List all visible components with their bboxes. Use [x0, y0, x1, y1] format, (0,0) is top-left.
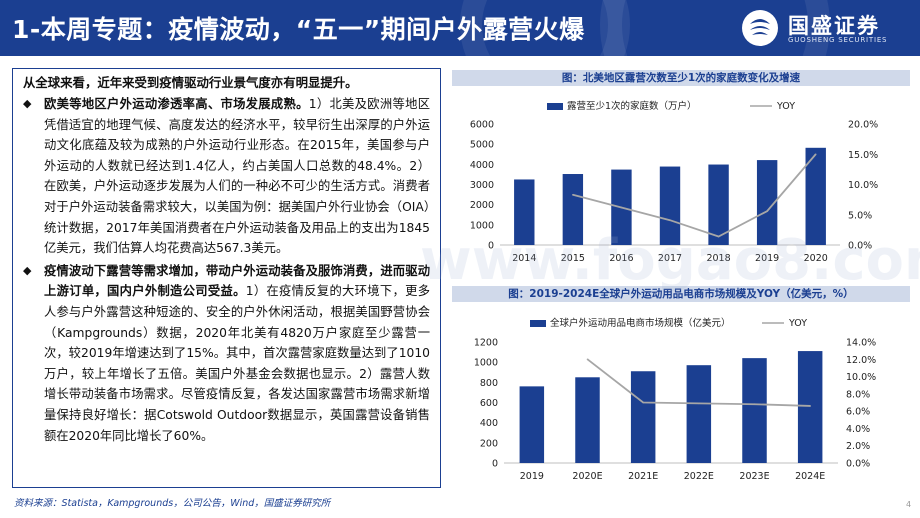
source-note: 资料来源：Statista，Kampgrounds，公司公告，Wind，国盛证券…	[14, 498, 331, 509]
y-left-tick-label: 1000	[470, 220, 494, 231]
y-right-tick-label: 12.0%	[846, 355, 876, 366]
x-tick-label: 2018	[706, 253, 730, 264]
x-tick-label: 2017	[658, 253, 682, 264]
x-tick-label: 2023E	[739, 471, 769, 482]
bar	[630, 371, 656, 463]
camping-households-chart: 露营至少1次的家庭数（万户） YOY 0 1000 2000 3000 4000 5000 60…	[470, 100, 878, 264]
bar	[797, 351, 823, 463]
line-point	[698, 402, 700, 405]
watermark: www.fogao8.com	[420, 228, 920, 293]
bar	[742, 358, 767, 463]
line-point	[586, 358, 589, 361]
ecommerce-market-chart: 全球户外运动用品电商市场规模（亿美元） YOY 0 200 400 600 800 1000 1…	[474, 317, 876, 482]
x-tick-label: 2022E	[684, 471, 714, 482]
x-tick-label: 2024E	[795, 471, 825, 482]
brand-subtitle: GUOSHENG SECURITIES	[788, 36, 888, 44]
bar	[708, 164, 729, 245]
legend-swatch-bar	[530, 320, 546, 327]
y-right-tick-label: 15.0%	[848, 150, 878, 161]
brand-logo: 国盛证券 GUOSHENG SECURITIES	[742, 8, 912, 48]
y-right-tick-label: 5.0%	[848, 210, 872, 221]
bar	[519, 386, 545, 463]
y-right-tick-label: 8.0%	[846, 389, 870, 400]
x-tick-label: 2019	[520, 471, 544, 482]
y-left-tick-label: 0	[488, 241, 494, 252]
bar	[575, 377, 600, 463]
x-tick-label: 2019	[755, 253, 779, 264]
y-right-tick-label: 10.0%	[846, 372, 876, 383]
x-tick-label: 2020	[804, 253, 828, 264]
summary-text-box: 从全球来看，近年来受到疫情驱动行业景气度亦有明显提升。 ◆ 欧美等地区户外运动渗…	[12, 68, 441, 488]
diamond-bullet-icon: ◆	[23, 263, 32, 277]
bullet-item: ◆ 疫情波动下露营等需求增加，带动户外运动装备及服饰消费，进而驱动上游订单，国内…	[23, 261, 430, 446]
legend-label-line: YOY	[788, 318, 807, 329]
y-left-tick-label: 1200	[474, 338, 498, 349]
bullet-item: ◆ 欧美等地区户外运动渗透率高、市场发展成熟。1）北美及欧洲等地区凭借适宜的地理…	[23, 94, 430, 259]
y-left-tick-label: 400	[480, 418, 498, 429]
y-left-tick-label: 5000	[470, 140, 494, 151]
y-right-tick-label: 14.0%	[846, 338, 876, 349]
y-left-tick-label: 600	[480, 398, 498, 409]
bar	[686, 365, 712, 463]
bullet-body: 1）北美及欧洲等地区凭借适宜的地理气候、高度发达的经济水平，较早衍生出深厚的户外…	[44, 97, 430, 256]
y-right-tick-label: 2.0%	[846, 441, 870, 452]
y-left-tick-label: 0	[492, 459, 498, 470]
lead-sentence: 从全球来看，近年来受到疫情驱动行业景气度亦有明显提升。	[23, 75, 358, 90]
y-left-tick-label: 3000	[470, 180, 494, 191]
y-left-tick-label: 6000	[470, 120, 494, 131]
line-point	[753, 403, 756, 406]
y-right-tick-label: 6.0%	[846, 407, 870, 418]
y-right-tick-label: 4.0%	[846, 424, 870, 435]
brand-name: 国盛证券	[788, 14, 880, 38]
bar	[756, 160, 778, 245]
x-tick-label: 2020E	[572, 471, 602, 482]
x-tick-label: 2021E	[628, 471, 658, 482]
y-left-tick-label: 2000	[470, 200, 494, 211]
x-tick-label: 2015	[561, 253, 585, 264]
bar	[659, 166, 681, 245]
legend-swatch-bar	[547, 103, 563, 110]
bullet-heading: 欧美等地区户外运动渗透率高、市场发展成熟。	[44, 97, 309, 111]
line-point	[814, 153, 817, 156]
y-left-tick-label: 200	[480, 438, 498, 449]
y-right-tick-label: 20.0%	[848, 120, 878, 131]
bullet-text: 疫情波动下露营等需求增加，带动户外运动装备及服饰消费，进而驱动上游订单，国内户外…	[44, 261, 430, 446]
decor-ring	[600, 0, 830, 56]
y-left-tick-label: 800	[480, 378, 498, 389]
legend-label-bar: 露营至少1次的家庭数（万户）	[567, 100, 697, 112]
bar	[805, 147, 826, 245]
line-point	[809, 405, 811, 407]
diamond-bullet-icon: ◆	[23, 97, 32, 110]
legend-label-line: YOY	[776, 101, 795, 112]
line-point	[717, 235, 720, 238]
chart-title: 图：2019-2024E全球户外运动用品电商市场规模及YOY（亿美元，%）	[452, 286, 910, 302]
y-right-tick-label: 0.0%	[846, 459, 870, 470]
y-right-tick-label: 0.0%	[848, 241, 872, 252]
bullet-heading: 疫情波动下露营等需求增加，带动户外运动装备及服饰消费，进而驱动上游订单，国内户外…	[44, 263, 430, 299]
line-point	[766, 210, 768, 212]
bar	[514, 179, 535, 245]
page-title: 1-本周专题：疫情波动，“五一”期间户外露营火爆	[12, 15, 585, 44]
bullet-body: 1）在疫情反复的大环境下，更多人参与户外露营这种短途的、安全的户外休闲活动，根据…	[44, 284, 430, 443]
bar	[562, 174, 584, 245]
line-point	[572, 193, 574, 196]
line-point	[669, 219, 671, 221]
line-point	[642, 401, 644, 404]
bullet-text: 欧美等地区户外运动渗透率高、市场发展成熟。1）北美及欧洲等地区凭借适宜的地理气候…	[44, 94, 430, 259]
line-point	[620, 206, 623, 209]
header-banner: 1-本周专题：疫情波动，“五一”期间户外露营火爆 国盛证券 GUOSHENG S…	[0, 0, 920, 56]
y-left-tick-label: 1000	[474, 358, 498, 369]
chart-panel-camping-households: 图：北美地区露营次数至少1次的家庭数变化及增速 露营至少1次的家庭数（万户） YO…	[452, 70, 910, 270]
chart-panel-ecommerce-market: 图：2019-2024E全球户外运动用品电商市场规模及YOY（亿美元，%） 全球…	[452, 286, 910, 490]
legend-label-bar: 全球户外运动用品电商市场规模（亿美元）	[550, 317, 731, 329]
page-number: 4	[906, 500, 912, 509]
x-tick-label: 2016	[609, 253, 633, 264]
chart-title: 图：北美地区露营次数至少1次的家庭数变化及增速	[452, 70, 910, 86]
logo-icon	[742, 10, 778, 46]
y-right-tick-label: 10.0%	[848, 180, 878, 191]
y-left-tick-label: 4000	[470, 160, 494, 171]
series-line-yoy	[572, 153, 817, 238]
x-tick-label: 2014	[512, 253, 536, 264]
